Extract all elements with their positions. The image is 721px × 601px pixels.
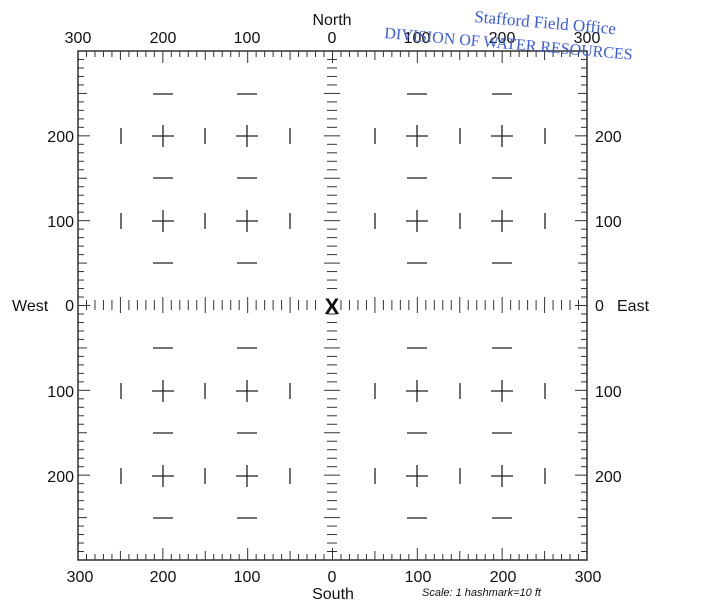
office-stamp: Stafford Field Office DIVISION OF WATER … [384, 7, 634, 64]
top-label-200-west: 200 [150, 30, 177, 47]
center-axis-hashmarks [85, 58, 580, 553]
bottom-label-100-east: 100 [405, 569, 432, 586]
right-label-100-south: 100 [595, 384, 622, 401]
top-label-100-west: 100 [234, 30, 261, 47]
bottom-label-300-east: 300 [575, 569, 602, 586]
direction-south: South [312, 586, 354, 601]
left-label-0: 0 [65, 298, 74, 315]
direction-east: East [617, 298, 650, 315]
top-label-200-east: 200 [489, 30, 516, 47]
right-label-100-north: 100 [595, 214, 622, 231]
right-label-200-south: 200 [595, 469, 622, 486]
right-axis-labels: 200 100 0 100 200 [595, 129, 622, 486]
direction-west: West [12, 298, 49, 315]
bottom-label-200-east: 200 [490, 569, 517, 586]
bottom-axis-labels: 300 200 100 0 100 200 300 [67, 569, 602, 586]
center-x-marker: X [325, 294, 340, 319]
direction-north: North [312, 12, 351, 29]
left-axis-labels: 200 100 0 100 200 [47, 129, 74, 486]
left-label-200-south: 200 [47, 469, 74, 486]
right-label-200-north: 200 [595, 129, 622, 146]
left-label-100-north: 100 [47, 214, 74, 231]
top-axis-labels: 300 200 100 0 100 200 300 [65, 30, 601, 47]
edge-hashmarks [78, 51, 587, 560]
top-label-0: 0 [328, 30, 337, 47]
top-label-100-east: 100 [404, 30, 431, 47]
right-label-0: 0 [595, 298, 604, 315]
bottom-label-200-west: 200 [150, 569, 177, 586]
left-label-200-north: 200 [47, 129, 74, 146]
top-label-300-west: 300 [65, 30, 92, 47]
top-label-300-east: 300 [574, 30, 601, 47]
bottom-label-0: 0 [328, 569, 337, 586]
grid-marks [120, 93, 546, 519]
bottom-label-100-west: 100 [234, 569, 261, 586]
bottom-label-300-west: 300 [67, 569, 94, 586]
left-label-100-south: 100 [47, 384, 74, 401]
scale-note: Scale: 1 hashmark=10 ft [422, 587, 542, 599]
